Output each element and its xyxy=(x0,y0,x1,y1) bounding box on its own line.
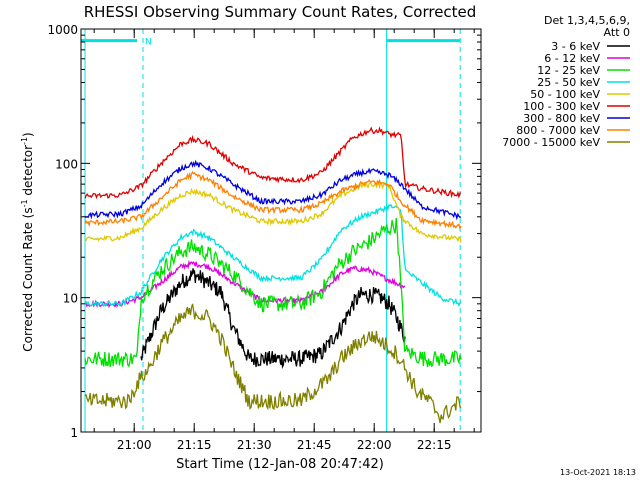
chart-title: RHESSI Observing Summary Count Rates, Co… xyxy=(84,3,477,21)
legend-label-4: 25 - 50 keV xyxy=(537,76,600,89)
y-axis-label-mid: detector xyxy=(21,145,35,200)
y-tick-label: 10 xyxy=(63,292,78,306)
x-tick-label: 21:15 xyxy=(177,438,212,452)
x-axis-label: Start Time (12-Jan-08 20:47:42) xyxy=(176,457,384,472)
night-label: N xyxy=(145,38,152,48)
series-line-3 xyxy=(84,217,462,368)
x-tick-label: 22:00 xyxy=(357,438,392,452)
y-axis-label-end: ) xyxy=(21,132,35,137)
legend-label-2: 6 - 12 keV xyxy=(544,52,600,65)
legend-header-line: Att 0 xyxy=(604,26,630,39)
plot-frame xyxy=(80,28,482,433)
series-line-9 xyxy=(84,303,462,424)
x-tick-label: 21:30 xyxy=(237,438,272,452)
legend-label-8: 800 - 7000 keV xyxy=(516,124,600,137)
y-axis-label-main: Corrected Count Rate (s xyxy=(21,207,35,351)
x-tick-label: 21:45 xyxy=(297,438,332,452)
x-tick-label: 22:15 xyxy=(417,438,452,452)
series-line-1 xyxy=(140,268,406,370)
legend-header-line: Det 1,3,4,5,6,9, xyxy=(544,14,630,27)
series-line-5 xyxy=(84,180,462,243)
series-line-6 xyxy=(84,126,462,200)
series-line-8 xyxy=(84,170,462,231)
legend-label-6: 100 - 300 keV xyxy=(523,100,600,113)
y-axis-label-sup1: -1 xyxy=(20,199,29,207)
legend-label-9: 7000 - 15000 keV xyxy=(502,136,600,149)
legend-label-3: 12 - 25 keV xyxy=(537,64,600,77)
series-line-7 xyxy=(84,159,462,221)
y-tick-label: 1 xyxy=(70,426,78,440)
legend-label-5: 50 - 100 keV xyxy=(530,88,600,101)
y-axis-label: Corrected Count Rate (s-1 detector-1) xyxy=(20,132,35,351)
plot-area: N xyxy=(81,29,462,432)
legend-label-7: 300 - 800 keV xyxy=(523,112,600,125)
y-tick-label: 100 xyxy=(55,157,78,171)
axes: 1 10 100 1000 21:00 21:15 21:30 21:45 22:00 22:15 xyxy=(47,23,482,452)
x-tick-label: 21:00 xyxy=(117,438,152,452)
legend-label-1: 3 - 6 keV xyxy=(551,40,600,53)
footer-date: 13-Oct-2021 18:13 xyxy=(560,468,636,477)
y-axis-label-sup2: -1 xyxy=(20,137,29,145)
y-tick-label: 1000 xyxy=(47,23,78,37)
